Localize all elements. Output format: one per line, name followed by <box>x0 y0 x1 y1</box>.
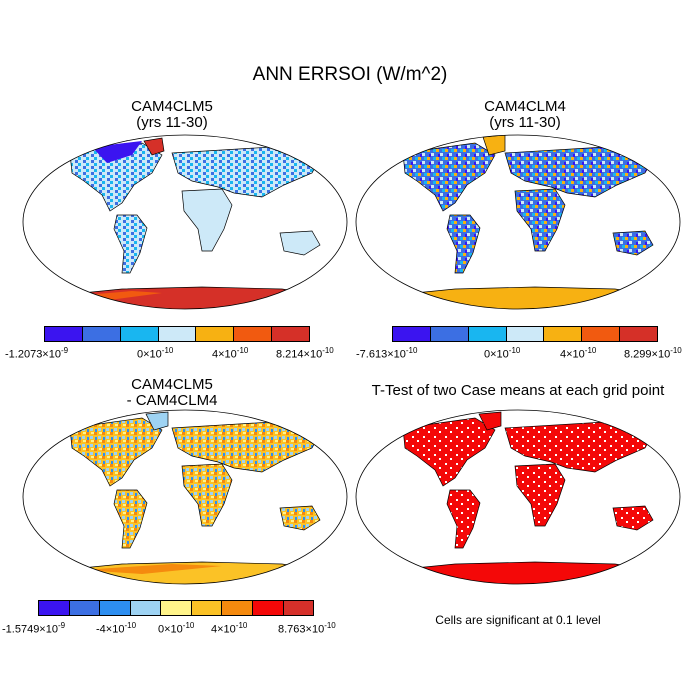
cb1-swatch-3 <box>158 327 197 341</box>
map-cam4clm4 <box>355 134 681 310</box>
cb3-swatch-6 <box>222 601 253 615</box>
cb2-swatch-0 <box>393 327 431 341</box>
cb1-swatch-4 <box>196 327 235 341</box>
panel2-title-line1: CAM4CLM4 <box>484 98 566 115</box>
significance-note: Cells are significant at 0.1 level <box>435 613 601 627</box>
cb3-swatch-2 <box>100 601 131 615</box>
figure-title: ANN ERRSOI (W/m^2) <box>252 64 448 85</box>
cb1-swatch-2 <box>120 327 159 341</box>
cb2-swatch-1 <box>430 327 469 341</box>
panel1-title: CAM4CLM5 (yrs 11-30) <box>72 99 272 131</box>
panel1-title-line1: CAM4CLM5 <box>131 98 213 115</box>
cb3-swatch-0 <box>39 601 70 615</box>
colorbar-cam4clm5 <box>44 326 310 342</box>
colorbar-cam4clm4 <box>392 326 658 342</box>
cb1-label-max: 8.214×10-10 <box>276 346 334 361</box>
map-difference <box>22 409 348 585</box>
cb3-swatch-4 <box>161 601 192 615</box>
colorbar-difference <box>38 600 314 616</box>
cb3-swatch-1 <box>69 601 101 615</box>
panel4-title-line1: T-Test of two Case means at each grid po… <box>371 382 665 399</box>
panel3-title-line1: CAM4CLM5 <box>131 376 213 393</box>
cb3-label-neg-four: -4×10-10 <box>96 621 137 636</box>
cb3-swatch-8 <box>283 601 314 615</box>
cb2-swatch-5 <box>582 327 621 341</box>
cb3-swatch-3 <box>130 601 162 615</box>
panel3-title-line2: - CAM4CLM4 <box>126 392 218 409</box>
cb1-label-zero: 0×10-10 <box>137 346 174 361</box>
cb2-label-four: 4×10-10 <box>560 346 597 361</box>
cb2-label-min: -7.613×10-10 <box>356 346 418 361</box>
cb3-label-four: 4×10-10 <box>211 621 248 636</box>
map-ttest <box>355 409 681 585</box>
panel4-title: T-Test of two Case means at each grid po… <box>358 383 678 399</box>
cb1-label-four: 4×10-10 <box>212 346 249 361</box>
cb3-swatch-7 <box>252 601 284 615</box>
cb3-swatch-5 <box>191 601 223 615</box>
panel3-title: CAM4CLM5 - CAM4CLM4 <box>72 377 272 409</box>
cb3-label-zero: 0×10-10 <box>158 621 195 636</box>
panel1-title-line2: (yrs 11-30) <box>136 114 208 131</box>
cb2-swatch-6 <box>620 327 658 341</box>
cb3-label-min: -1.5749×10-9 <box>2 621 66 636</box>
cb2-swatch-3 <box>506 327 545 341</box>
panel2-title-line2: (yrs 11-30) <box>489 114 561 131</box>
cb2-label-zero: 0×10-10 <box>484 346 521 361</box>
cb1-label-min: -1.2073×10-9 <box>5 346 69 361</box>
cb1-swatch-0 <box>45 327 83 341</box>
cb1-swatch-1 <box>82 327 121 341</box>
cb2-label-max: 8.299×10-10 <box>624 346 682 361</box>
cb2-swatch-2 <box>468 327 507 341</box>
cb2-swatch-4 <box>544 327 583 341</box>
map-cam4clm5 <box>22 134 348 310</box>
cb1-swatch-6 <box>272 327 310 341</box>
panel2-title: CAM4CLM4 (yrs 11-30) <box>425 99 625 131</box>
cb1-swatch-5 <box>234 327 273 341</box>
cb3-label-max: 8.763×10-10 <box>278 621 336 636</box>
